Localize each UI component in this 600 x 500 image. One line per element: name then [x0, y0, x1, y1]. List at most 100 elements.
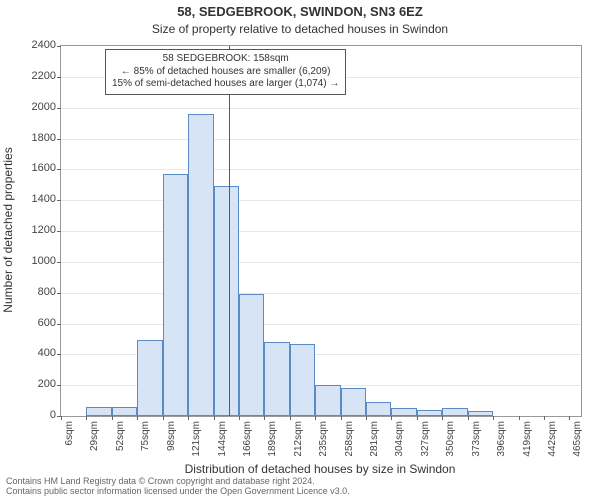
- histogram-bar: [442, 408, 467, 416]
- y-tick-label: 2400: [16, 39, 56, 51]
- y-tick-label: 1200: [16, 224, 56, 236]
- histogram-bar: [214, 186, 239, 416]
- y-tick-mark: [57, 108, 61, 109]
- x-tick-mark: [61, 416, 62, 420]
- x-tick-mark: [391, 416, 392, 420]
- x-tick-label: 121sqm: [191, 421, 202, 457]
- x-tick-mark: [137, 416, 138, 420]
- y-tick-mark: [57, 354, 61, 355]
- x-tick-mark: [544, 416, 545, 420]
- x-tick-mark: [519, 416, 520, 420]
- x-tick-label: 373sqm: [471, 421, 482, 457]
- y-tick-label: 2000: [16, 101, 56, 113]
- x-tick-mark: [264, 416, 265, 420]
- y-tick-label: 400: [16, 347, 56, 359]
- x-tick-mark: [341, 416, 342, 420]
- grid-line: [61, 108, 581, 109]
- histogram-bar: [341, 388, 366, 416]
- x-tick-label: 465sqm: [572, 421, 583, 457]
- x-tick-mark: [214, 416, 215, 420]
- x-tick-mark: [163, 416, 164, 420]
- x-tick-mark: [290, 416, 291, 420]
- x-axis-label: Distribution of detached houses by size …: [60, 462, 580, 476]
- x-tick-mark: [442, 416, 443, 420]
- y-tick-mark: [57, 293, 61, 294]
- x-tick-mark: [86, 416, 87, 420]
- x-tick-label: 258sqm: [344, 421, 355, 457]
- y-tick-mark: [57, 169, 61, 170]
- x-tick-mark: [112, 416, 113, 420]
- annotation-line3: 15% of semi-detached houses are larger (…: [112, 78, 339, 91]
- reference-line: [229, 46, 230, 416]
- x-tick-label: 304sqm: [394, 421, 405, 457]
- x-tick-label: 29sqm: [89, 421, 100, 451]
- grid-line: [61, 231, 581, 232]
- histogram-bar: [290, 344, 315, 416]
- x-tick-mark: [493, 416, 494, 420]
- x-tick-label: 396sqm: [496, 421, 507, 457]
- x-tick-label: 419sqm: [522, 421, 533, 457]
- y-tick-label: 0: [16, 409, 56, 421]
- x-tick-mark: [468, 416, 469, 420]
- x-tick-label: 281sqm: [369, 421, 380, 457]
- x-tick-mark: [569, 416, 570, 420]
- histogram-bar: [315, 385, 340, 416]
- x-tick-label: 166sqm: [242, 421, 253, 457]
- x-tick-mark: [417, 416, 418, 420]
- histogram-bar: [86, 407, 111, 416]
- histogram-bar: [163, 174, 188, 416]
- chart-subtitle: Size of property relative to detached ho…: [0, 22, 600, 36]
- y-tick-mark: [57, 77, 61, 78]
- y-tick-label: 800: [16, 286, 56, 298]
- x-tick-label: 189sqm: [267, 421, 278, 457]
- y-tick-mark: [57, 46, 61, 47]
- x-tick-label: 6sqm: [64, 421, 75, 445]
- x-tick-mark: [366, 416, 367, 420]
- grid-line: [61, 139, 581, 140]
- grid-line: [61, 169, 581, 170]
- y-tick-mark: [57, 385, 61, 386]
- histogram-bar: [188, 114, 213, 416]
- y-tick-label: 1000: [16, 255, 56, 267]
- x-tick-mark: [188, 416, 189, 420]
- y-tick-mark: [57, 231, 61, 232]
- x-tick-label: 350sqm: [445, 421, 456, 457]
- x-tick-label: 52sqm: [115, 421, 126, 451]
- y-tick-label: 2200: [16, 70, 56, 82]
- y-tick-mark: [57, 262, 61, 263]
- x-tick-label: 235sqm: [318, 421, 329, 457]
- annotation-line1: 58 SEDGEBROOK: 158sqm: [112, 53, 339, 66]
- y-tick-label: 600: [16, 317, 56, 329]
- histogram-bar: [366, 402, 391, 416]
- y-tick-mark: [57, 200, 61, 201]
- footer-attribution: Contains HM Land Registry data © Crown c…: [6, 477, 350, 497]
- grid-line: [61, 200, 581, 201]
- histogram-bar: [468, 411, 493, 416]
- y-tick-mark: [57, 324, 61, 325]
- grid-line: [61, 262, 581, 263]
- grid-line: [61, 293, 581, 294]
- x-tick-label: 75sqm: [140, 421, 151, 451]
- x-tick-label: 327sqm: [420, 421, 431, 457]
- x-tick-label: 144sqm: [217, 421, 228, 457]
- footer-line2: Contains public sector information licen…: [6, 487, 350, 497]
- histogram-bar: [417, 410, 442, 416]
- y-tick-label: 1800: [16, 132, 56, 144]
- grid-line: [61, 324, 581, 325]
- annotation-box: 58 SEDGEBROOK: 158sqm ← 85% of detached …: [105, 49, 346, 95]
- histogram-bar: [239, 294, 264, 416]
- chart-container: 58, SEDGEBROOK, SWINDON, SN3 6EZ Size of…: [0, 0, 600, 500]
- y-axis-label: Number of detached properties: [1, 147, 15, 312]
- histogram-bar: [137, 340, 162, 416]
- x-tick-mark: [239, 416, 240, 420]
- histogram-bar: [112, 407, 137, 416]
- y-tick-label: 200: [16, 378, 56, 390]
- y-tick-label: 1600: [16, 162, 56, 174]
- x-tick-label: 98sqm: [166, 421, 177, 451]
- histogram-bar: [391, 408, 416, 416]
- chart-title: 58, SEDGEBROOK, SWINDON, SN3 6EZ: [0, 4, 600, 19]
- plot-area: [60, 45, 582, 417]
- annotation-line2: ← 85% of detached houses are smaller (6,…: [112, 66, 339, 79]
- x-tick-label: 442sqm: [547, 421, 558, 457]
- y-tick-mark: [57, 139, 61, 140]
